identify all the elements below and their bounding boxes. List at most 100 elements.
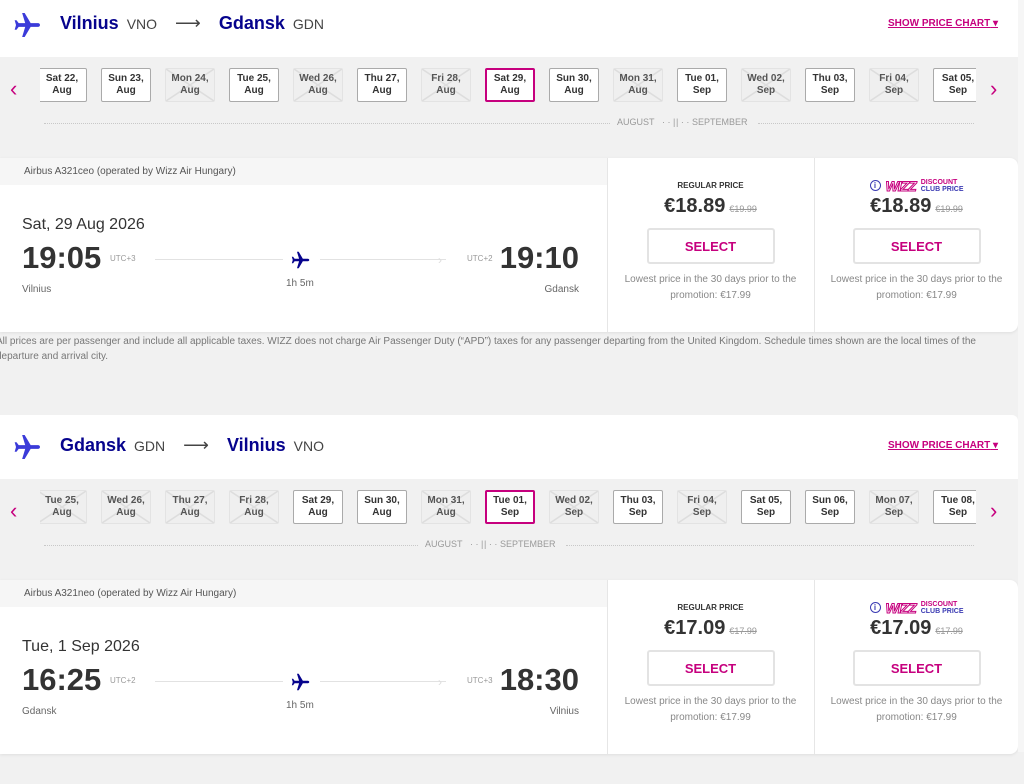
route-line — [320, 259, 446, 260]
date-chip[interactable]: Sun 06, Sep — [805, 490, 855, 524]
date-chip-day: Thu 03, — [812, 73, 848, 84]
lowest-price-note: Lowest price in the 30 days prior to the… — [830, 274, 1003, 301]
date-chip-day: Sat 29, — [493, 73, 527, 84]
arrival-city: Gdansk — [544, 284, 579, 295]
date-chip[interactable]: Tue 25, Aug — [229, 68, 279, 102]
date-chip-day: Thu 03, — [620, 495, 656, 506]
date-chip: Mon 31, Aug — [421, 490, 471, 524]
show-price-chart-link[interactable]: SHOW PRICE CHART ▾ — [888, 440, 998, 451]
date-chip: Fri 04, Sep — [677, 490, 727, 524]
date-chip-day: Thu 27, — [172, 495, 208, 506]
regular-old-price: €17.99 — [729, 626, 757, 636]
date-chip-day: Mon 31, — [427, 495, 465, 506]
show-price-chart-link[interactable]: SHOW PRICE CHART ▾ — [888, 18, 998, 29]
scrollbar[interactable] — [1018, 0, 1024, 752]
arrival-time: 18:30 — [499, 662, 579, 697]
date-chip-day: Tue 01, — [685, 73, 719, 84]
month-divider — [44, 123, 610, 124]
next-dates-button[interactable]: › — [990, 498, 998, 523]
date-chip[interactable]: Tue 08, Sep — [933, 490, 976, 524]
date-chip: Wed 02, Sep — [741, 68, 791, 102]
date-chip[interactable]: Sat 05, Sep — [741, 490, 791, 524]
route-line — [155, 259, 283, 260]
flight-card: Airbus A321ceo (operated by Wizz Air Hun… — [0, 158, 1018, 332]
date-chip[interactable]: Sat 29, Aug — [293, 490, 343, 524]
date-chip-month: Aug — [52, 507, 72, 518]
arrival-utc: UTC+2 — [467, 254, 493, 263]
date-chip: Wed 26, Aug — [101, 490, 151, 524]
departure-utc: UTC+3 — [110, 254, 136, 263]
date-chip[interactable]: Sat 22, Aug — [40, 68, 87, 102]
route-line — [155, 681, 283, 682]
date-chip-day: Fri 04, — [687, 495, 717, 506]
select-regular-price-button[interactable]: SELECT — [646, 650, 775, 686]
airplane-icon — [291, 251, 310, 269]
date-chip-month: Aug — [180, 85, 200, 96]
select-club-price-button[interactable]: SELECT — [852, 650, 981, 686]
next-dates-button[interactable]: › — [990, 76, 998, 101]
date-chip-month: Sep — [500, 507, 520, 518]
date-chip-day: Fri 28, — [239, 495, 269, 506]
previous-dates-button[interactable]: ‹ — [10, 498, 18, 523]
info-icon[interactable]: i — [869, 180, 881, 191]
date-chip: Thu 27, Aug — [165, 490, 215, 524]
date-chip: Wed 02, Sep — [549, 490, 599, 524]
origin-city: Vilnius — [60, 13, 119, 33]
date-chip[interactable]: Tue 01, Sep — [677, 68, 727, 102]
date-chip[interactable]: Sat 29, Aug — [485, 68, 535, 102]
route-line — [320, 681, 446, 682]
month-label: | · · — [676, 117, 690, 127]
info-icon[interactable]: i — [869, 602, 881, 613]
route-header: Gdansk GDN ⟶ Vilnius VNO SHOW PRICE CHAR… — [0, 415, 1018, 479]
date-chip[interactable]: Thu 03, Sep — [805, 68, 855, 102]
origin-code: GDN — [134, 438, 166, 454]
select-regular-price-button[interactable]: SELECT — [646, 228, 775, 264]
flight-duration: 1h 5m — [286, 278, 314, 289]
date-chip[interactable]: Sun 30, Aug — [549, 68, 599, 102]
destination-code: GDN — [292, 16, 324, 32]
flight-card: Airbus A321neo (operated by Wizz Air Hun… — [0, 580, 1018, 754]
date-chip-month: Aug — [308, 507, 328, 518]
origin-code: VNO — [126, 16, 158, 32]
date-selector: Tue 25, Aug Wed 26, Aug Thu 27, Aug Fri 28, Aug… — [40, 490, 976, 526]
club-label-2: CLUB PRICE — [920, 607, 964, 615]
route: Vilnius VNO ⟶ Gdansk GDN — [60, 13, 334, 34]
month-label: · · | — [662, 117, 676, 127]
date-chip[interactable]: Sun 30, Aug — [357, 490, 407, 524]
month-divider — [758, 123, 974, 124]
lowest-price-note: Lowest price in the 30 days prior to the… — [624, 696, 797, 723]
select-club-price-button[interactable]: SELECT — [852, 228, 981, 264]
departure-city: Gdansk — [22, 706, 57, 717]
date-chip-month: Aug — [436, 507, 456, 518]
date-chip[interactable]: Thu 03, Sep — [613, 490, 663, 524]
date-chip-month: Sep — [820, 85, 840, 96]
date-chip-month: Aug — [116, 507, 136, 518]
show-price-chart-label: SHOW PRICE CHART — [887, 440, 991, 451]
regular-price-option: REGULAR PRICE €17.09 €17.99 SELECT Lowest… — [607, 580, 813, 754]
month-label: AUGUST — [425, 539, 463, 549]
date-chip[interactable]: Tue 01, Sep — [485, 490, 535, 524]
flight-section: Vilnius VNO ⟶ Gdansk GDN SHOW PRICE CHAR… — [0, 0, 1024, 362]
airplane-icon — [14, 435, 40, 459]
departure-time: 19:05 — [22, 240, 102, 275]
date-chip[interactable]: Sun 23, Aug — [101, 68, 151, 102]
month-label: SEPTEMBER — [500, 539, 556, 549]
date-chip[interactable]: Sat 05, Sep — [933, 68, 976, 102]
date-chip[interactable]: Thu 27, Aug — [357, 68, 407, 102]
club-price-option: i WIZZ DISCOUNT CLUB PRICE €17.09 €17.99 S… — [814, 580, 1018, 754]
date-chip-month: Sep — [884, 85, 904, 96]
date-chip-day: Mon 24, — [171, 73, 209, 84]
regular-price-label: REGULAR PRICE — [677, 181, 744, 190]
month-indicator: AUGUST · · | | · · SEPTEMBER — [44, 539, 974, 551]
route-header: Vilnius VNO ⟶ Gdansk GDN SHOW PRICE CHAR… — [0, 0, 1018, 57]
date-chip-day: Sun 30, — [556, 73, 592, 84]
date-chip-month: Aug — [52, 85, 72, 96]
date-chip-day: Tue 08, — [941, 495, 975, 506]
date-chip-month: Aug — [564, 85, 584, 96]
previous-dates-button[interactable]: ‹ — [10, 76, 18, 101]
flight-section: Gdansk GDN ⟶ Vilnius VNO SHOW PRICE CHAR… — [0, 415, 1024, 784]
flight-date: Sat, 29 Aug 2026 — [22, 216, 145, 233]
aircraft-info: Airbus A321neo (operated by Wizz Air Hun… — [0, 580, 607, 607]
wizz-logo: WIZZ — [885, 177, 917, 194]
date-chip-month: Sep — [948, 85, 968, 96]
